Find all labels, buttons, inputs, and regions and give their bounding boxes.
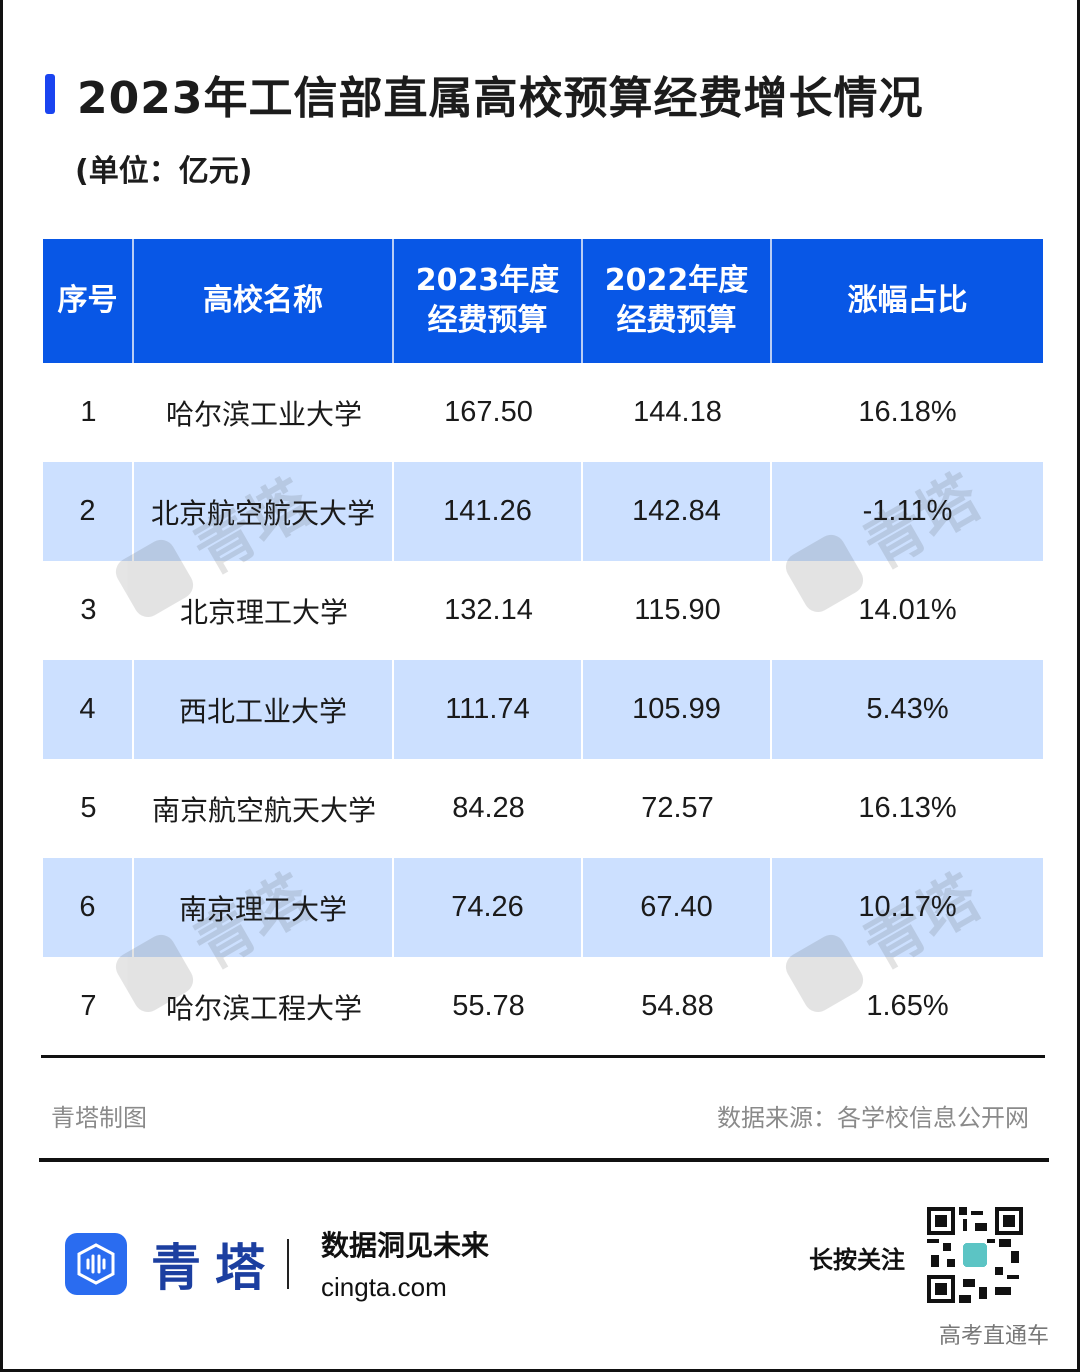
data-source: 数据来源：各学校信息公开网 xyxy=(717,1104,1029,1132)
cell-budget-2023: 141.26 xyxy=(394,462,583,561)
cell-budget-2022: 144.18 xyxy=(633,396,722,428)
cell-budget-2023: 132.14 xyxy=(444,594,533,626)
brand-separator xyxy=(287,1238,289,1289)
brand-website: cingta.com xyxy=(321,1272,447,1302)
cell-budget-2022: 72.57 xyxy=(641,792,714,824)
table-row: 3 北京理工大学 132.14 115.90 14.01% xyxy=(43,561,1043,660)
brand-block: 青塔 数据洞见未来 cingta.com xyxy=(65,1224,489,1303)
cell-budget-2023: 55.78 xyxy=(452,990,525,1022)
cell-university: 南京航空航天大学 xyxy=(151,793,376,827)
chart-credit: 青塔制图 xyxy=(51,1104,147,1132)
cell-rank: 6 xyxy=(43,858,134,957)
cell-budget-2023: 74.26 xyxy=(394,858,583,957)
cell-budget-2023: 167.50 xyxy=(444,396,533,428)
cell-university: 哈尔滨工程大学 xyxy=(165,991,362,1025)
cingta-logo-icon xyxy=(65,1232,127,1295)
page-title: 2023年工信部直属高校预算经费增长情况 xyxy=(77,73,924,124)
cell-growth: 16.18% xyxy=(858,396,957,428)
cell-growth: 16.13% xyxy=(858,792,957,824)
brand-name: 青塔 xyxy=(151,1238,279,1297)
cell-rank: 5 xyxy=(80,792,97,824)
title-row: 2023年工信部直属高校预算经费增长情况 xyxy=(45,62,923,126)
cell-budget-2023: 84.28 xyxy=(452,792,525,824)
column-header-2023: 2023年度 经费预算 xyxy=(394,239,583,363)
cell-university: 南京理工大学 xyxy=(134,858,394,957)
column-header-2022: 2022年度 经费预算 xyxy=(583,239,772,363)
table-header: 序号 高校名称 2023年度 经费预算 2022年度 经费预算 涨幅占比 xyxy=(43,239,1043,363)
budget-table: 序号 高校名称 2023年度 经费预算 2022年度 经费预算 涨幅占比 1 哈尔滨… xyxy=(43,239,1043,1056)
cell-growth: 14.01% xyxy=(858,594,957,626)
table-row: 2 北京航空航天大学 141.26 142.84 -1.11% xyxy=(43,462,1043,561)
cell-rank: 7 xyxy=(80,990,97,1022)
table-row: 4 西北工业大学 111.74 105.99 5.43% xyxy=(43,660,1043,759)
cell-budget-2022: 105.99 xyxy=(583,660,772,759)
table-row: 6 南京理工大学 74.26 67.40 10.17% xyxy=(43,858,1043,957)
title-accent-bar xyxy=(45,74,55,114)
cell-university: 哈尔滨工业大学 xyxy=(165,397,362,431)
column-header-growth: 涨幅占比 xyxy=(847,283,968,318)
cell-growth: 1.65% xyxy=(866,990,949,1022)
unit-label: (单位：亿元) xyxy=(75,154,253,189)
cell-growth: 10.17% xyxy=(858,891,957,923)
cell-growth: 5.43% xyxy=(866,693,949,725)
cell-rank: 1 xyxy=(80,396,97,428)
cell-budget-2023: 111.74 xyxy=(394,660,583,759)
qr-code-icon[interactable] xyxy=(927,1207,1023,1303)
table-row: 7 哈尔滨工程大学 55.78 54.88 1.65% xyxy=(43,957,1043,1056)
footer-divider xyxy=(39,1158,1049,1162)
cell-university: 北京理工大学 xyxy=(179,595,348,629)
cell-rank: 3 xyxy=(80,594,97,626)
cell-budget-2022: 142.84 xyxy=(583,462,772,561)
cell-university: 北京航空航天大学 xyxy=(134,462,394,561)
cell-growth: -1.11% xyxy=(862,495,953,527)
cell-budget-2022: 115.90 xyxy=(634,594,721,626)
cell-budget-2022: 54.88 xyxy=(641,990,714,1022)
account-signature: 高考直通车 xyxy=(938,1324,1049,1349)
cell-university: 西北工业大学 xyxy=(134,660,394,759)
cell-budget-2022: 67.40 xyxy=(583,858,772,957)
table-row: 5 南京航空航天大学 84.28 72.57 16.13% xyxy=(43,759,1043,858)
brand-slogan: 数据洞见未来 xyxy=(321,1229,490,1262)
column-header-name: 高校名称 xyxy=(134,239,394,363)
cell-rank: 4 xyxy=(43,660,134,759)
column-header-rank: 序号 xyxy=(43,239,134,363)
table-row: 1 哈尔滨工业大学 167.50 144.18 16.18% xyxy=(43,363,1043,462)
cell-rank: 2 xyxy=(43,462,134,561)
follow-prompt: 长按关注 xyxy=(809,1246,905,1274)
table-bottom-rule xyxy=(41,1055,1045,1058)
